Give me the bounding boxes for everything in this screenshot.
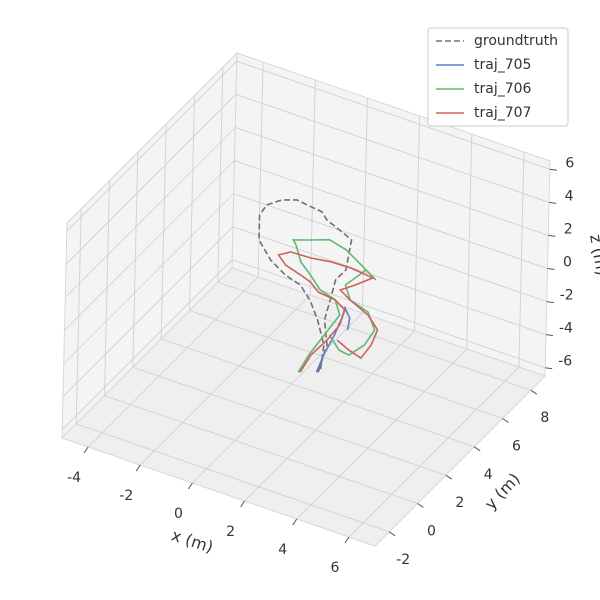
- tick-mark: [188, 482, 193, 490]
- grid-line: [65, 93, 237, 265]
- legend-label: traj_707: [474, 105, 531, 121]
- grid-line: [233, 193, 547, 303]
- grid-line: [61, 259, 233, 431]
- trajectory-line: [258, 199, 353, 373]
- x-tick-label: -4: [67, 470, 81, 486]
- x-tick-label: 0: [174, 506, 183, 522]
- tick-mark: [135, 464, 141, 472]
- grid-line: [87, 276, 259, 448]
- legend-label: traj_706: [474, 81, 532, 97]
- tick-mark: [417, 503, 424, 508]
- y-tick-label: 2: [455, 495, 464, 511]
- z-tick-label: -6: [558, 354, 572, 370]
- tick-mark: [546, 301, 554, 304]
- tick-mark: [547, 268, 555, 270]
- grid-line: [64, 160, 235, 331]
- tick-mark: [548, 201, 557, 204]
- grid-line: [63, 193, 235, 364]
- y-tick-label: -2: [396, 552, 410, 568]
- z-tick-label: 4: [565, 188, 574, 204]
- z-tick-label: 2: [564, 221, 573, 237]
- tick-mark: [445, 474, 453, 480]
- tick-mark: [473, 446, 481, 452]
- y-tick-label: 8: [540, 410, 549, 426]
- tick-mark: [530, 389, 538, 395]
- grid-line: [235, 93, 550, 203]
- tick-mark: [344, 536, 350, 544]
- grid-line: [234, 160, 548, 269]
- grid-line: [235, 126, 549, 236]
- y-tick-label: 4: [484, 467, 493, 483]
- grid-line: [189, 310, 503, 419]
- z-tick-label: -2: [560, 288, 574, 304]
- grid-line: [76, 423, 390, 533]
- grid-line: [64, 127, 236, 298]
- y-tick-label: 6: [512, 439, 521, 455]
- y-tick-label: 0: [427, 524, 436, 540]
- grid-line: [348, 366, 520, 538]
- x-axis-label: x (m): [169, 525, 215, 556]
- legend-label: groundtruth: [474, 33, 558, 49]
- grid-line: [296, 348, 468, 520]
- x-tick-label: 6: [330, 560, 339, 576]
- z-tick-label: 6: [565, 155, 574, 171]
- trajectory-line: [277, 251, 379, 373]
- tick-mark: [548, 234, 556, 237]
- tick-mark: [549, 168, 557, 171]
- pane: [61, 267, 546, 547]
- grid-line: [139, 294, 311, 466]
- grid-line: [232, 259, 546, 369]
- tick-mark: [388, 531, 396, 537]
- x-tick-label: -2: [119, 488, 133, 504]
- legend-box: [427, 27, 569, 127]
- tick-mark: [240, 500, 245, 508]
- grid-line: [66, 60, 238, 232]
- tick-mark: [545, 367, 553, 370]
- tick-mark: [292, 518, 298, 526]
- grid-line: [104, 395, 418, 504]
- z-tick-label: -4: [559, 321, 573, 337]
- trajectory-line: [291, 238, 377, 373]
- z-tick-label: 0: [563, 255, 572, 271]
- grid-line: [236, 60, 550, 170]
- legend-label: traj_705: [474, 57, 531, 73]
- grid-line: [62, 226, 234, 398]
- tick-mark: [83, 446, 89, 454]
- z-axis-label: z (m): [586, 233, 600, 277]
- tick-mark: [545, 334, 554, 337]
- grid-line: [244, 330, 415, 502]
- x-tick-label: 2: [226, 524, 235, 540]
- x-tick-label: 4: [278, 542, 287, 558]
- grid-line: [161, 338, 475, 448]
- tick-mark: [502, 418, 509, 423]
- grid-line: [232, 226, 547, 336]
- grid-line: [132, 366, 446, 476]
